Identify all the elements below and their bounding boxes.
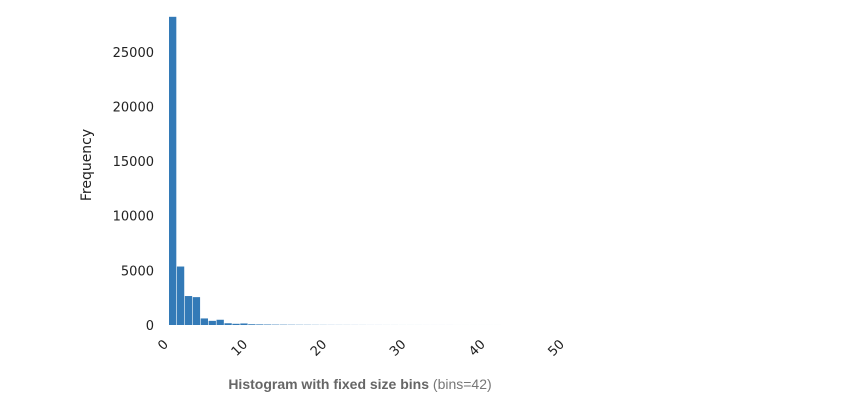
histogram-bar: [200, 318, 208, 325]
x-tick-label: 50: [546, 337, 568, 359]
chart-caption-title: Histogram with fixed size bins: [228, 376, 430, 392]
y-tick-label: 0: [146, 319, 154, 334]
x-tick-label: 40: [466, 337, 488, 359]
chart-caption-detail: (bins=42): [432, 376, 492, 392]
histogram-bar: [216, 319, 224, 325]
histogram-bar: [224, 323, 232, 325]
histogram-chart: 0 5000 10000 15000 20000 25000 0 10 20 30 40 50 Fr…: [79, 16, 568, 360]
y-axis-label: Frequency: [79, 129, 95, 201]
chart-caption: Histogram with fixed size bins (bins=42): [0, 376, 720, 392]
histogram-bar: [240, 323, 248, 325]
x-tick-label: 10: [229, 337, 251, 359]
histogram-bars: [169, 16, 502, 326]
y-tick-label: 20000: [113, 100, 154, 115]
y-tick-label: 15000: [113, 155, 154, 170]
histogram-bar: [248, 324, 256, 325]
x-tick-label: 0: [155, 337, 171, 353]
histogram-bar: [192, 297, 201, 325]
y-tick-label: 25000: [113, 46, 154, 61]
y-axis-ticks: 0 5000 10000 15000 20000 25000: [113, 46, 154, 334]
histogram-bar: [176, 266, 185, 325]
y-tick-label: 5000: [121, 264, 154, 279]
histogram-bar: [232, 323, 240, 325]
histogram-bar: [184, 296, 193, 325]
x-axis-ticks: 0 10 20 30 40 50: [155, 337, 567, 359]
x-tick-label: 20: [308, 337, 330, 359]
x-tick-label: 30: [387, 337, 409, 359]
histogram-bar: [169, 16, 177, 326]
histogram-bar: [256, 324, 264, 325]
histogram-bar: [208, 320, 216, 325]
y-tick-label: 10000: [113, 210, 154, 225]
